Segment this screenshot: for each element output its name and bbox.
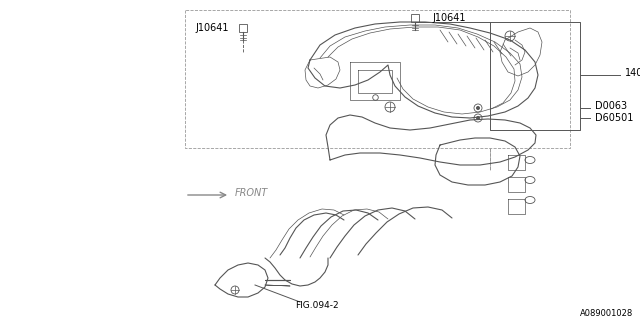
Bar — [411, 14, 419, 22]
Bar — [239, 24, 247, 32]
Circle shape — [476, 106, 480, 110]
Text: 14025: 14025 — [625, 68, 640, 78]
Text: FIG.094-2: FIG.094-2 — [295, 300, 339, 309]
Text: D60501: D60501 — [595, 113, 634, 123]
Text: J10641: J10641 — [432, 13, 465, 23]
Text: A089001028: A089001028 — [580, 308, 633, 317]
Text: D0063: D0063 — [595, 101, 627, 111]
Text: J10641: J10641 — [195, 23, 228, 33]
Text: FRONT: FRONT — [235, 188, 268, 198]
Circle shape — [476, 116, 480, 120]
